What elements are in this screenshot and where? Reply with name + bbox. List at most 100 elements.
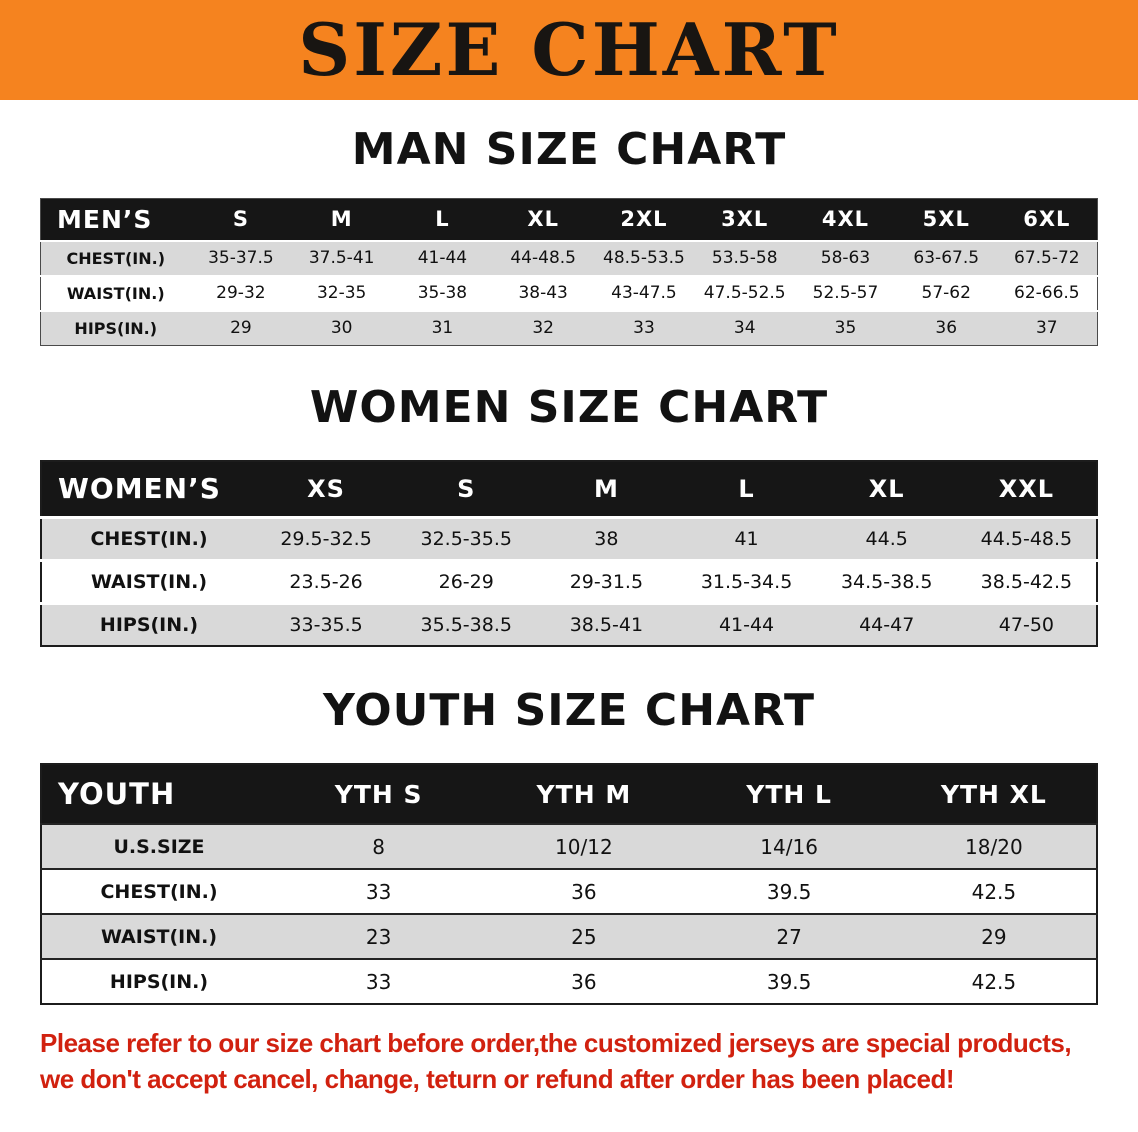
size-value-cell: 62-66.5 (1014, 283, 1080, 303)
table-row: WAIST(IN.) 23 25 27 29 (41, 914, 1097, 959)
men-size-chart-title: MAN SIZE CHART (351, 124, 787, 175)
size-value-cell: 27 (776, 924, 802, 949)
row-label: HIPS(IN.) (109, 970, 209, 993)
row-label: WAIST(IN.) (66, 283, 165, 303)
size-value-cell: 35 (834, 318, 857, 339)
women-size-table: WOMEN’S XS S M L XL XXL CHEST(IN.) 29.5-32.5 32.5… (40, 460, 1098, 647)
size-value-cell: 29-32 (216, 283, 266, 303)
table-row: HIPS(IN.) 29 30 31 32 33 34 35 36 37 (40, 310, 1098, 346)
table-row: WAIST(IN.) 23.5-26 26-29 29-31.5 31.5-34.5 34… (41, 560, 1097, 603)
table-row: CHEST(IN.) 35-37.5 37.5-41 41-44 44-48.5 48.5… (40, 240, 1098, 276)
size-value-cell: 42.5 (971, 969, 1017, 994)
size-value-cell: 35.5-38.5 (420, 613, 512, 636)
header-row: WOMEN’S XS S M L XL XXL (41, 461, 1097, 517)
women-size-chart-title: WOMEN SIZE CHART (309, 382, 829, 433)
column-header: L (676, 461, 817, 517)
size-value-cell: 29-31.5 (569, 570, 644, 593)
column-header: YTH S (276, 764, 482, 824)
size-value-cell: 26-29 (438, 570, 494, 593)
size-value-cell: 29 (230, 318, 252, 339)
size-value-cell: 8 (372, 834, 385, 859)
youth-size-chart-title: YOUTH SIZE CHART (322, 685, 815, 736)
column-header: XXL (956, 461, 1097, 517)
size-value-cell: 44.5 (865, 527, 908, 550)
row-label: U.S.SIZE (113, 835, 205, 858)
table-row: WAIST(IN.) 29-32 32-35 35-38 38-43 43-47.5 47.… (40, 275, 1098, 311)
size-value-cell: 38 (594, 527, 619, 550)
size-value-cell: 30 (330, 318, 353, 339)
table-row: U.S.SIZE 8 10/12 14/16 18/20 (41, 824, 1097, 869)
column-header: 5XL (895, 198, 997, 241)
size-value-cell: 36 (935, 318, 958, 339)
youth-size-table: YOUTH YTH S YTH M YTH L YTH XL U.S.SIZE 8 10/12… (40, 763, 1098, 1005)
size-value-cell: 47.5-52.5 (703, 283, 786, 303)
header-row: MEN’S S M L XL 2XL 3XL 4XL 5XL 6XL (40, 198, 1098, 241)
column-header: XS (256, 461, 397, 517)
row-label: WAIST(IN.) (100, 925, 218, 948)
size-value-cell: 39.5 (766, 969, 812, 994)
row-label: CHEST(IN.) (66, 248, 166, 268)
size-value-cell: 10/12 (555, 834, 613, 859)
row-label: CHEST(IN.) (100, 880, 218, 903)
size-value-cell: 32-35 (316, 283, 367, 303)
row-label: WAIST(IN.) (90, 570, 208, 593)
table-row: HIPS(IN.) 33 36 39.5 42.5 (41, 959, 1097, 1004)
size-value-cell: 33-35.5 (289, 613, 363, 636)
size-value-cell: 34 (733, 318, 756, 339)
column-header: XL (816, 461, 957, 517)
size-value-cell: 32.5-35.5 (420, 527, 512, 550)
size-value-cell: 34.5-38.5 (840, 570, 933, 593)
men-size-section: MAN SIZE CHART MEN’S S M L XL 2XL 3XL 4XL 5XL 6XL… (0, 124, 1138, 346)
order-notice: Please refer to our size chart before or… (0, 1025, 1138, 1097)
size-value-cell: 33 (633, 318, 655, 339)
size-value-cell: 67.5-72 (1014, 248, 1080, 268)
size-chart-page: SIZE CHART MAN SIZE CHART MEN’S S M L XL 2XL 3… (0, 0, 1138, 1097)
size-value-cell: 44-47 (859, 613, 915, 636)
notice-line-2: we don't accept cancel, change, teturn o… (40, 1064, 955, 1094)
size-value-cell: 53.5-58 (711, 248, 778, 268)
size-value-cell: 41 (734, 527, 759, 550)
size-value-cell: 35-37.5 (208, 248, 274, 268)
column-header: S (396, 461, 537, 517)
column-header: YTH M (481, 764, 687, 824)
size-value-cell: 29 (981, 924, 1007, 949)
header-row: YOUTH YTH S YTH M YTH L YTH XL (41, 764, 1097, 824)
size-value-cell: 38-43 (518, 283, 568, 303)
column-header: M (536, 461, 677, 517)
size-value-cell: 38.5-42.5 (980, 570, 1073, 593)
size-value-cell: 31 (431, 318, 454, 339)
column-header: 2XL (593, 198, 695, 241)
size-value-cell: 52.5-57 (812, 283, 879, 303)
column-header: YTH XL (891, 764, 1097, 824)
banner: SIZE CHART (0, 0, 1138, 100)
size-value-cell: 47-50 (998, 613, 1054, 636)
table-corner-label: WOMEN’S (41, 461, 256, 517)
column-header: L (392, 198, 493, 241)
size-value-cell: 25 (571, 924, 597, 949)
column-header: 6XL (996, 198, 1098, 241)
column-header: 3XL (694, 198, 796, 241)
women-size-section: WOMEN SIZE CHART WOMEN’S XS S M L XL XXL CHEST(… (0, 382, 1138, 647)
column-header: XL (492, 198, 594, 241)
size-value-cell: 23.5-26 (289, 570, 363, 593)
size-value-cell: 36 (571, 969, 597, 994)
row-label: CHEST(IN.) (90, 527, 208, 550)
size-value-cell: 33 (365, 969, 392, 994)
youth-size-section: YOUTH SIZE CHART YOUTH YTH S YTH M YTH L YTH… (0, 685, 1138, 1005)
size-value-cell: 63-67.5 (913, 248, 980, 268)
notice-line-1: Please refer to our size chart before or… (40, 1028, 1072, 1058)
size-value-cell: 41-44 (417, 248, 468, 268)
size-value-cell: 18/20 (965, 834, 1023, 859)
size-value-cell: 31.5-34.5 (700, 570, 793, 593)
column-header: YTH L (686, 764, 892, 824)
size-value-cell: 33 (365, 879, 392, 904)
column-header: 4XL (795, 198, 896, 241)
row-label: HIPS(IN.) (74, 318, 158, 338)
size-value-cell: 43-47.5 (611, 283, 677, 303)
size-value-cell: 48.5-53.5 (603, 248, 685, 268)
size-value-cell: 41-44 (718, 613, 775, 636)
size-value-cell: 39.5 (766, 879, 812, 904)
size-value-cell: 29.5-32.5 (280, 527, 372, 550)
size-value-cell: 37 (1035, 318, 1058, 339)
size-value-cell: 23 (365, 924, 392, 949)
